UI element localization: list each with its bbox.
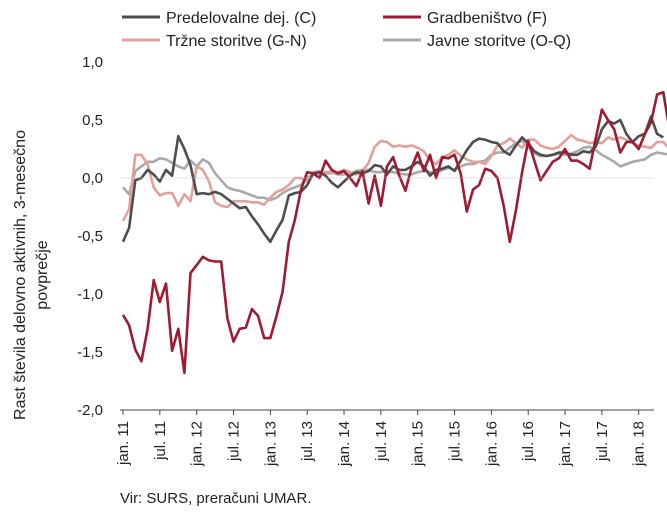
x-axis-ticks: jan. 11 jul. 11 jan. 12 jul. 12 jan. 13 jul. … <box>115 410 648 467</box>
axes <box>120 177 654 411</box>
x-tick-label: jul. 11 <box>152 421 169 461</box>
x-tick-label: jul. 13 <box>299 421 316 462</box>
y-axis-label-line-2: povprečje <box>34 240 51 309</box>
x-tick-label: jul. 17 <box>594 421 611 462</box>
series-line-3 <box>122 139 667 202</box>
y-tick-label: -1,0 <box>77 286 103 303</box>
legend-label: Tržne storitve (G-N) <box>166 33 307 50</box>
legend-label: Javne storitve (O-Q) <box>427 33 571 50</box>
x-tick-label: jul. 15 <box>447 421 464 462</box>
source-note: Vir: SURS, preračuni UMAR. <box>120 490 312 507</box>
y-axis-label-line-1: Rast števila delovno aktivnih, 3-mesečno <box>12 130 29 420</box>
y-tick-label: 0,5 <box>82 112 103 129</box>
x-tick-label: jan. 11 <box>115 421 132 466</box>
x-tick-label: jan. 18 <box>631 421 648 467</box>
series-line-2 <box>121 133 667 222</box>
x-tick-label: jan. 16 <box>483 421 500 467</box>
y-tick-label: 0,0 <box>82 170 103 187</box>
x-tick-label: jan. 12 <box>189 421 206 467</box>
legend: Predelovalne dej. (C) Gradbeništvo (F) Trž… <box>122 10 571 50</box>
x-tick-label: jul. 16 <box>520 421 537 462</box>
y-tick-label: 1,0 <box>82 54 103 71</box>
series-line-1 <box>121 90 667 375</box>
series-line-0 <box>121 115 664 244</box>
x-tick-label: jan. 14 <box>336 421 353 467</box>
x-tick-label: jan. 15 <box>410 421 427 467</box>
x-tick-label: jan. 13 <box>262 421 279 467</box>
y-axis-label-group: Rast števila delovno aktivnih, 3-mesečno… <box>12 130 51 420</box>
y-tick-label: -1,5 <box>77 344 103 361</box>
x-tick-label: jul. 14 <box>373 421 390 462</box>
x-tick-label: jan. 17 <box>557 421 574 467</box>
legend-label: Gradbeništvo (F) <box>427 10 547 27</box>
y-axis-ticks: 1,0 0,5 0,0 -0,5 -1,0 -1,5 -2,0 <box>77 54 103 419</box>
x-tick-label: jul. 12 <box>226 421 243 462</box>
series-lines <box>121 90 667 375</box>
y-tick-label: -2,0 <box>77 402 103 419</box>
legend-label: Predelovalne dej. (C) <box>166 10 316 27</box>
y-tick-label: -0,5 <box>77 228 103 245</box>
